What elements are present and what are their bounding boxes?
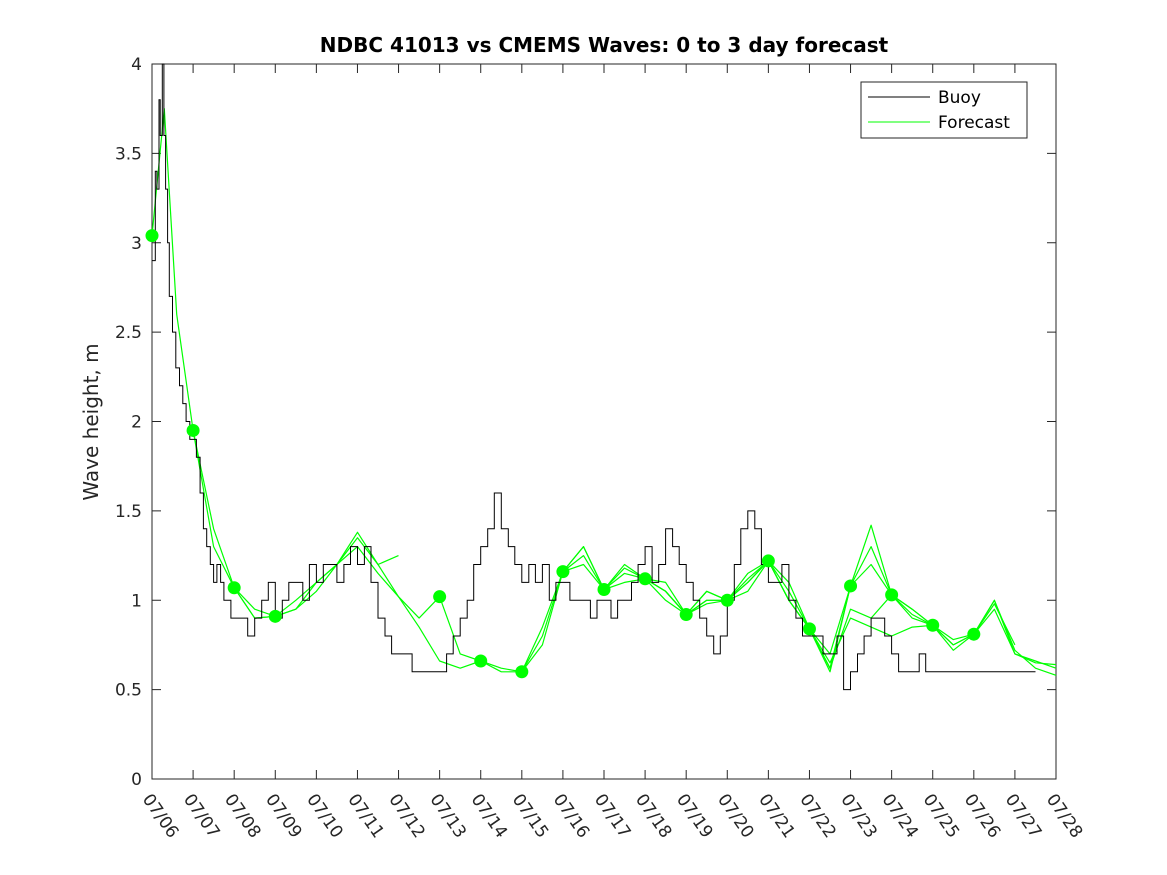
chart-title: NDBC 41013 vs CMEMS Waves: 0 to 3 day fo… [320, 33, 889, 57]
forecast-start-marker [885, 588, 899, 602]
x-tick-label: 07/14 [467, 790, 511, 842]
forecast-line [521, 563, 728, 673]
y-tick-label: 3 [131, 234, 142, 254]
forecast-line [726, 545, 933, 673]
x-tick-label: 07/21 [754, 790, 798, 842]
forecast-start-marker [597, 583, 611, 597]
x-tick-label: 07/23 [836, 790, 880, 842]
forecast-start-marker [186, 423, 200, 437]
y-tick-label: 4 [131, 55, 142, 75]
forecast-start-marker [761, 554, 775, 568]
x-tick-label: 07/20 [713, 790, 757, 842]
x-tick-label: 07/28 [1042, 790, 1086, 842]
forecast-start-marker [433, 590, 447, 604]
x-tick-label: 07/06 [138, 790, 182, 842]
forecast-start-marker [268, 609, 282, 623]
y-tick-label: 2 [131, 413, 142, 433]
plot-box [151, 63, 1057, 780]
forecast-start-marker [720, 593, 734, 607]
x-tick-label: 07/27 [1001, 790, 1045, 842]
x-tick-label: 07/25 [919, 790, 963, 842]
forecast-start-marker [802, 622, 816, 636]
legend-forecast-label: Forecast [938, 113, 1010, 133]
legend: Buoy Forecast [860, 81, 1028, 139]
x-tick-label: 07/07 [179, 790, 223, 842]
x-tick-label: 07/11 [343, 790, 387, 842]
y-tick-label: 0.5 [115, 681, 142, 701]
forecast-line [644, 560, 852, 655]
forecast-start-marker [844, 579, 858, 593]
y-tick-label: 1 [131, 591, 142, 611]
plot-area: 00.511.522.533.5407/0607/0707/0807/0907/… [115, 55, 1086, 842]
x-tick-label: 07/19 [672, 790, 716, 842]
forecast-start-marker [926, 618, 940, 632]
forecast-start-marker [145, 229, 159, 243]
forecast-start-marker [556, 565, 570, 579]
forecast-start-marker [679, 608, 693, 622]
x-tick-label: 07/08 [220, 790, 264, 842]
forecast-line [973, 599, 1057, 669]
legend-box [860, 81, 1028, 139]
forecast-start-marker [227, 581, 241, 595]
x-tick-label: 07/24 [878, 790, 922, 842]
x-tick-label: 07/13 [426, 790, 470, 842]
forecast-start-marker [474, 654, 488, 668]
legend-buoy-label: Buoy [938, 88, 981, 108]
y-tick-label: 0 [131, 770, 142, 790]
y-tick-label: 3.5 [115, 144, 142, 164]
y-tick-label: 1.5 [115, 502, 142, 522]
x-tick-label: 07/09 [261, 790, 305, 842]
forecast-start-marker [515, 665, 529, 679]
x-tick-label: 07/12 [384, 790, 428, 842]
x-tick-label: 07/17 [590, 790, 634, 842]
y-tick-label: 2.5 [115, 323, 142, 343]
forecast-line [767, 560, 974, 664]
forecast-start-marker [967, 627, 981, 641]
x-tick-label: 07/16 [549, 790, 593, 842]
forecast-line [480, 554, 687, 673]
y-axis-label: Wave height, m [79, 343, 103, 500]
forecast-line [808, 594, 1016, 669]
x-tick-label: 07/22 [795, 790, 839, 842]
forecast-start-marker [638, 572, 652, 586]
buoy-line [152, 63, 1036, 691]
x-tick-label: 07/18 [631, 790, 675, 842]
forecast-line [151, 108, 276, 619]
x-tick-label: 07/26 [960, 790, 1004, 842]
x-tick-label: 07/15 [508, 790, 552, 842]
x-tick-label: 07/10 [302, 790, 346, 842]
